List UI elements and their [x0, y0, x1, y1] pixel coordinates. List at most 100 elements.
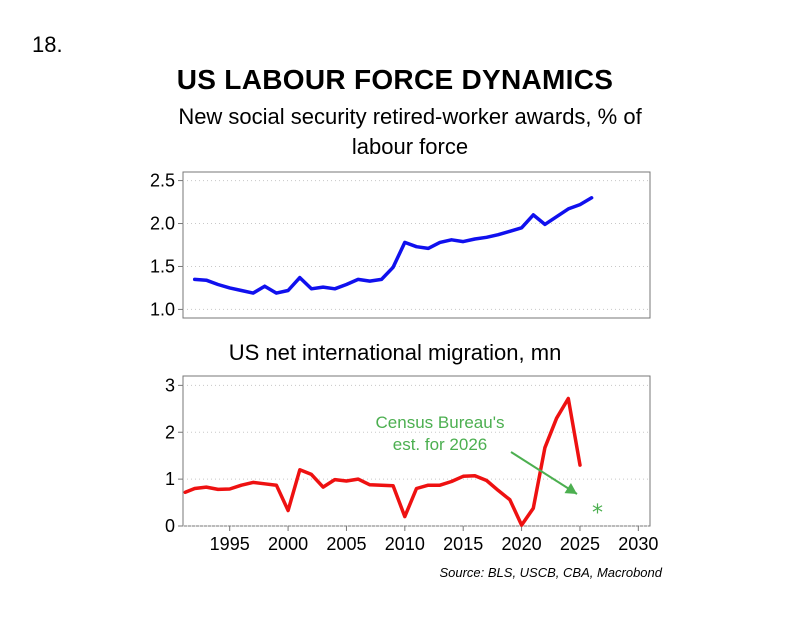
data-point: [310, 473, 312, 475]
annotation-text: est. for 2026: [393, 435, 488, 454]
data-point: [299, 277, 301, 279]
data-point: [416, 246, 417, 248]
top-panel: 1.0 1.5 2.0 2.5: [150, 171, 651, 319]
y-tick-label: 3: [165, 375, 175, 395]
data-point: [532, 507, 534, 509]
data-point: [579, 464, 581, 466]
data-point: [205, 279, 207, 281]
data-point: [462, 475, 464, 477]
data-point: [345, 284, 347, 286]
data-point: [345, 480, 347, 482]
y-tick-label: 1.5: [150, 256, 175, 276]
y-tick-label: 2.5: [150, 171, 175, 191]
data-point: [427, 247, 429, 249]
annotation-arrow-head: [564, 483, 577, 494]
x-tick-label: 2030: [618, 534, 658, 554]
data-point: [579, 204, 581, 206]
data-point: [334, 479, 336, 481]
data-point: [521, 524, 523, 526]
data-point: [264, 483, 266, 485]
data-point: [404, 241, 406, 243]
data-point: [486, 480, 488, 482]
data-point: [439, 241, 441, 243]
data-point: [299, 469, 301, 471]
x-tick-label: 1995: [210, 534, 250, 554]
y-tick-label: 2.0: [150, 214, 175, 234]
data-point: [252, 292, 254, 294]
data-point: [275, 484, 277, 486]
data-point: [591, 197, 593, 199]
x-tick-label: 2025: [560, 534, 600, 554]
data-point: [404, 516, 406, 518]
data-point: [194, 278, 196, 280]
data-point: [451, 239, 453, 241]
data-point: [427, 484, 429, 486]
data-point: [451, 480, 453, 482]
data-point: [369, 484, 371, 486]
data-point: [567, 398, 569, 399]
y-tick-label: 0: [165, 516, 175, 536]
data-point: [474, 238, 476, 240]
data-point: [229, 287, 231, 289]
chart-title: US LABOUR FORCE DYNAMICS: [176, 64, 614, 95]
x-tick-label: 2005: [326, 534, 366, 554]
data-point: [497, 234, 499, 236]
data-point: [229, 488, 231, 490]
x-tick-label: 2015: [443, 534, 483, 554]
data-point: [521, 227, 523, 229]
data-point: [556, 216, 558, 218]
data-point: [310, 288, 312, 290]
top-chart-subtitle: New social security retired-worker award…: [178, 104, 642, 159]
plot-frame: [182, 375, 651, 527]
data-point: [205, 486, 207, 488]
data-point: [544, 447, 546, 449]
data-point: [357, 478, 359, 480]
data-point: [392, 485, 394, 487]
data-point: [369, 280, 371, 282]
series-line: [192, 196, 594, 295]
data-point: [322, 486, 324, 488]
source-note: Source: BLS, USCB, CBA, Macrobond: [439, 565, 662, 580]
data-point: [357, 278, 359, 280]
y-tick-label: 1.0: [150, 299, 175, 319]
annotation-text: Census Bureau's: [376, 413, 505, 432]
y-tick-label: 2: [165, 422, 175, 442]
data-point: [240, 484, 242, 486]
data-point: [462, 241, 464, 243]
estimate-marker: *: [592, 501, 603, 526]
data-point: [544, 223, 546, 225]
data-point: [287, 290, 289, 292]
bottom-panel: 0 1 2 3 1995 2000 2005 2010 2015 2020 2025 2030 Cens…: [165, 375, 658, 554]
data-point: [474, 475, 476, 477]
data-point: [275, 292, 277, 294]
data-point: [334, 288, 336, 290]
data-point: [252, 481, 254, 483]
data-point: [322, 286, 324, 288]
data-point: [217, 284, 219, 286]
data-point: [184, 491, 186, 493]
data-point: [497, 489, 499, 491]
data-point: [416, 488, 417, 489]
figure-number: 18.: [32, 32, 63, 57]
bottom-chart-subtitle: US net international migration, mn: [228, 340, 562, 365]
y-tick-label: 1: [165, 469, 175, 489]
x-tick-label: 2010: [385, 534, 425, 554]
data-point: [380, 484, 382, 486]
plot-frame: [182, 171, 651, 319]
data-point: [287, 510, 289, 512]
data-point: [217, 488, 219, 490]
data-point: [439, 484, 441, 486]
data-point: [194, 488, 196, 489]
data-point: [556, 417, 558, 419]
data-point: [532, 214, 534, 216]
data-point: [240, 290, 242, 292]
data-point: [264, 285, 266, 287]
annotation-arrow-line: [510, 451, 578, 495]
data-point: [380, 278, 382, 280]
x-tick-label: 2000: [268, 534, 308, 554]
data-point: [392, 266, 394, 268]
x-tick-label: 2020: [502, 534, 542, 554]
data-point: [567, 208, 569, 210]
data-point: [486, 236, 488, 238]
